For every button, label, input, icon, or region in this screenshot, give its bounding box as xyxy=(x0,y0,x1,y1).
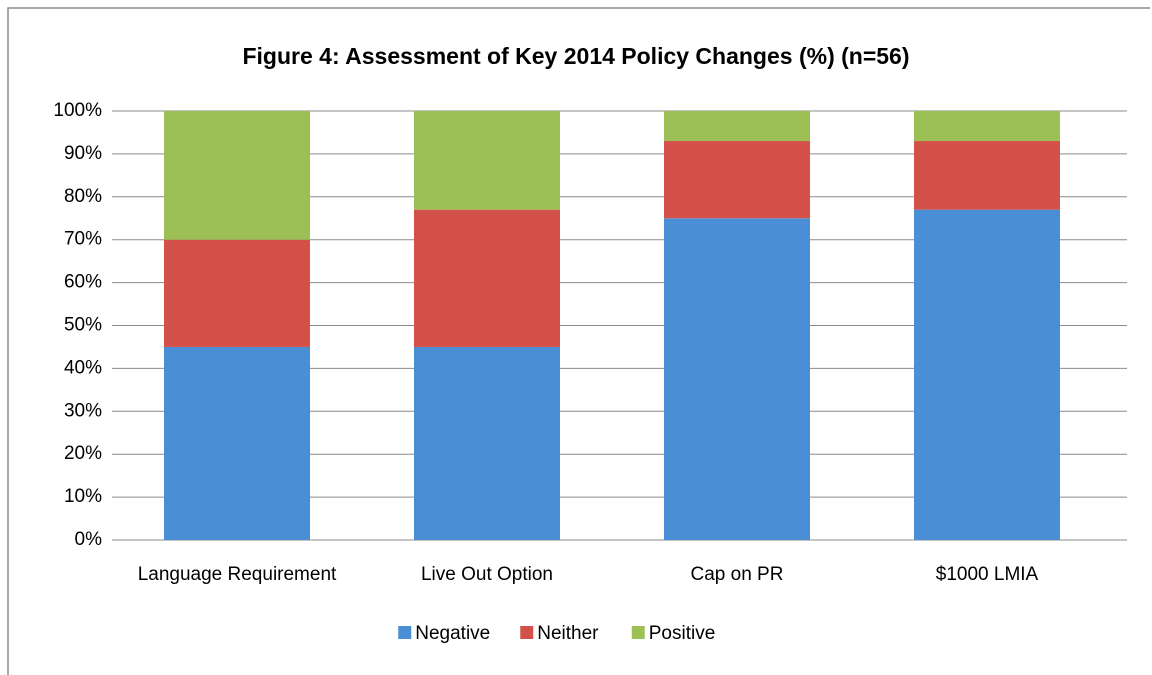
chart-frame xyxy=(7,7,1150,675)
y-tick-label: 60% xyxy=(64,272,102,293)
x-tick-label: Cap on PR xyxy=(691,564,784,585)
y-tick-label: 20% xyxy=(64,443,102,464)
y-tick-label: 90% xyxy=(64,143,102,164)
y-tick-label: 50% xyxy=(64,315,102,336)
legend-swatch xyxy=(398,626,412,639)
chart-title: Figure 4: Assessment of Key 2014 Policy … xyxy=(242,43,909,69)
legend-swatch xyxy=(520,626,534,639)
legend-label: Neither xyxy=(537,623,599,644)
bar-segment xyxy=(164,111,310,240)
bar-segment xyxy=(914,209,1060,541)
bar-segment xyxy=(164,239,310,347)
bar-segment xyxy=(664,141,810,219)
y-tick-label: 0% xyxy=(75,529,103,550)
bar-segment xyxy=(914,111,1060,142)
y-tick-label: 70% xyxy=(64,229,102,250)
y-tick-label: 40% xyxy=(64,357,102,378)
y-tick-label: 10% xyxy=(64,486,102,507)
legend-label: Positive xyxy=(649,623,716,644)
legend-label: Negative xyxy=(415,623,490,644)
bar-segment xyxy=(164,346,310,540)
legend-swatch xyxy=(631,626,645,639)
bar-segment xyxy=(664,218,810,540)
y-tick-label: 100% xyxy=(53,100,102,121)
x-tick-label: Language Requirement xyxy=(138,564,337,585)
bar-segment xyxy=(664,111,810,142)
y-tick-label: 30% xyxy=(64,400,102,421)
bar-segment xyxy=(414,346,560,540)
bar-segment xyxy=(414,209,560,347)
x-tick-label: $1000 LMIA xyxy=(936,564,1039,585)
x-tick-label: Live Out Option xyxy=(421,564,553,585)
bar-segment xyxy=(914,141,1060,210)
y-tick-label: 80% xyxy=(64,186,102,207)
bar-segment xyxy=(414,111,560,210)
